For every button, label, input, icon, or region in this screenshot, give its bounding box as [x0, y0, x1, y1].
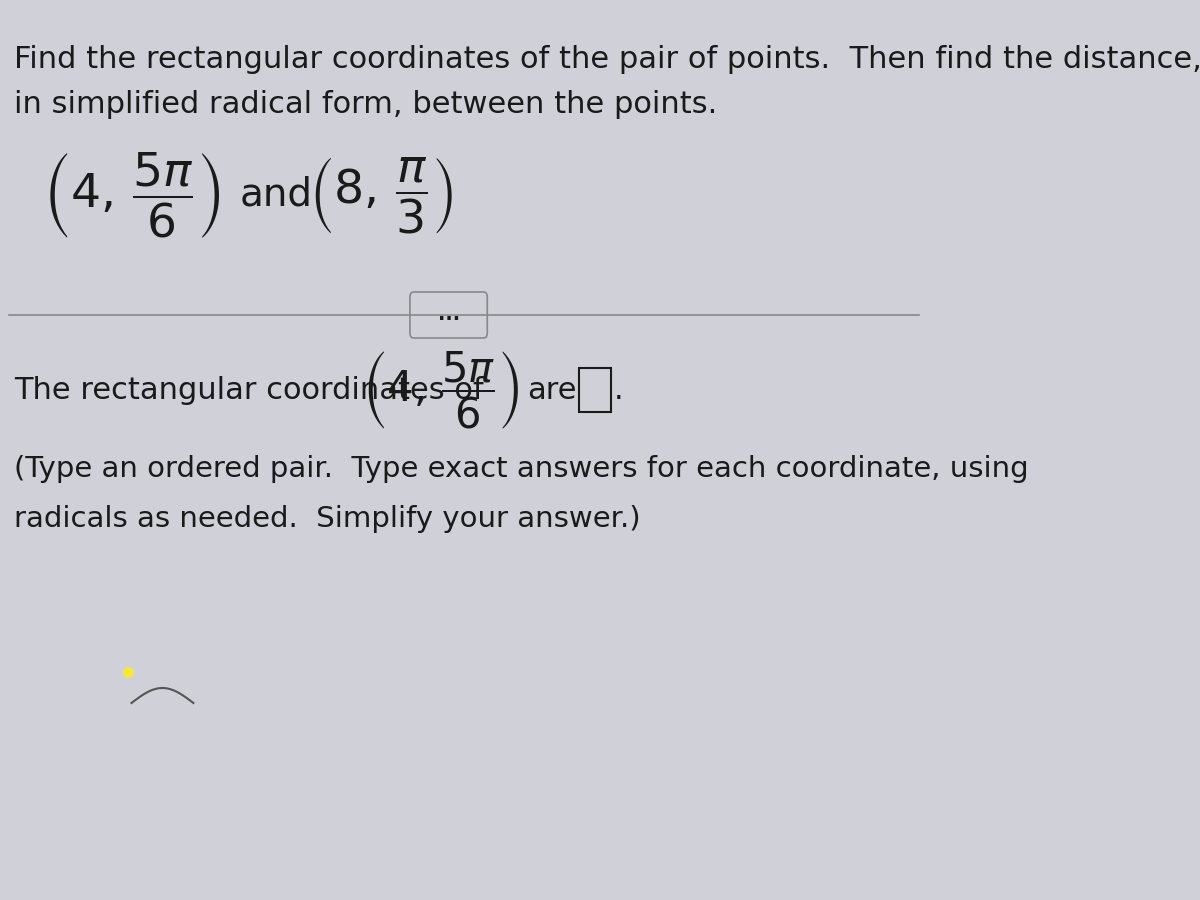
Text: Find the rectangular coordinates of the pair of points.  Then find the distance,: Find the rectangular coordinates of the …: [14, 45, 1200, 74]
Text: $\left(4,\,\dfrac{5\pi}{6}\right)$: $\left(4,\,\dfrac{5\pi}{6}\right)$: [42, 150, 220, 239]
Text: radicals as needed.  Simplify your answer.): radicals as needed. Simplify your answer…: [14, 505, 641, 533]
Text: in simplified radical form, between the points.: in simplified radical form, between the …: [14, 90, 718, 119]
Text: are: are: [528, 375, 577, 404]
Text: $\left(8,\,\dfrac{\pi}{3}\right)$: $\left(8,\,\dfrac{\pi}{3}\right)$: [310, 155, 454, 235]
FancyBboxPatch shape: [410, 292, 487, 338]
Text: $\left(4,\,\dfrac{5\pi}{6}\right)$: $\left(4,\,\dfrac{5\pi}{6}\right)$: [362, 349, 520, 431]
Text: ...: ...: [438, 305, 460, 325]
Text: and: and: [240, 176, 313, 214]
Text: The rectangular coordinates of: The rectangular coordinates of: [14, 375, 484, 404]
FancyBboxPatch shape: [578, 368, 611, 412]
Text: (Type an ordered pair.  Type exact answers for each coordinate, using: (Type an ordered pair. Type exact answer…: [14, 455, 1028, 483]
Text: .: .: [614, 375, 624, 404]
